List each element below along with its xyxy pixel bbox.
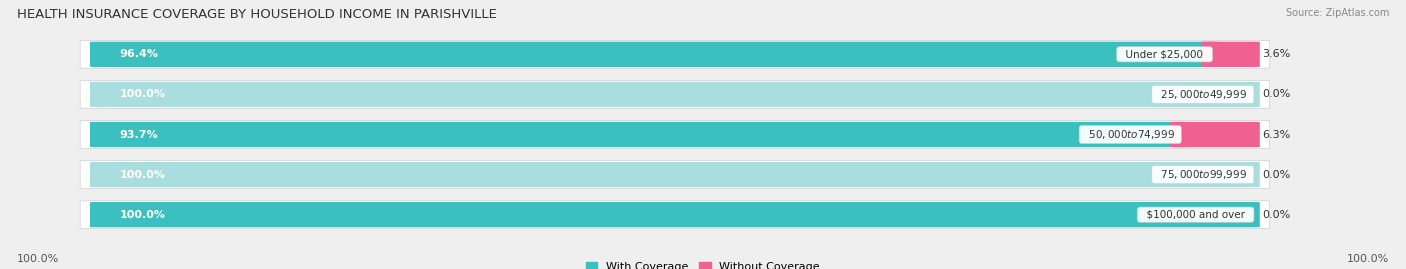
- FancyBboxPatch shape: [90, 82, 1260, 107]
- Text: 100.0%: 100.0%: [17, 254, 59, 264]
- Text: $75,000 to $99,999: $75,000 to $99,999: [1154, 168, 1251, 181]
- FancyBboxPatch shape: [80, 201, 1270, 229]
- Text: 0.0%: 0.0%: [1263, 89, 1291, 100]
- Text: 0.0%: 0.0%: [1263, 169, 1291, 180]
- FancyBboxPatch shape: [90, 42, 1218, 67]
- FancyBboxPatch shape: [90, 202, 1260, 227]
- FancyBboxPatch shape: [80, 161, 1270, 189]
- Text: 100.0%: 100.0%: [120, 89, 166, 100]
- FancyBboxPatch shape: [80, 40, 1270, 68]
- Text: 100.0%: 100.0%: [120, 169, 166, 180]
- Text: 3.6%: 3.6%: [1263, 49, 1291, 59]
- Text: 93.7%: 93.7%: [120, 129, 157, 140]
- FancyBboxPatch shape: [90, 162, 1260, 187]
- Text: Under $25,000: Under $25,000: [1119, 49, 1209, 59]
- Text: 100.0%: 100.0%: [120, 210, 166, 220]
- Text: $50,000 to $74,999: $50,000 to $74,999: [1081, 128, 1178, 141]
- FancyBboxPatch shape: [1201, 42, 1260, 67]
- FancyBboxPatch shape: [80, 121, 1270, 148]
- Text: Source: ZipAtlas.com: Source: ZipAtlas.com: [1285, 8, 1389, 18]
- Text: 100.0%: 100.0%: [1347, 254, 1389, 264]
- Text: 6.3%: 6.3%: [1263, 129, 1291, 140]
- Text: $25,000 to $49,999: $25,000 to $49,999: [1154, 88, 1251, 101]
- Text: 96.4%: 96.4%: [120, 49, 159, 59]
- FancyBboxPatch shape: [90, 122, 1187, 147]
- Text: 0.0%: 0.0%: [1263, 210, 1291, 220]
- Text: $100,000 and over: $100,000 and over: [1140, 210, 1251, 220]
- Text: HEALTH INSURANCE COVERAGE BY HOUSEHOLD INCOME IN PARISHVILLE: HEALTH INSURANCE COVERAGE BY HOUSEHOLD I…: [17, 8, 496, 21]
- Legend: With Coverage, Without Coverage: With Coverage, Without Coverage: [582, 257, 824, 269]
- FancyBboxPatch shape: [80, 80, 1270, 108]
- FancyBboxPatch shape: [1170, 122, 1260, 147]
